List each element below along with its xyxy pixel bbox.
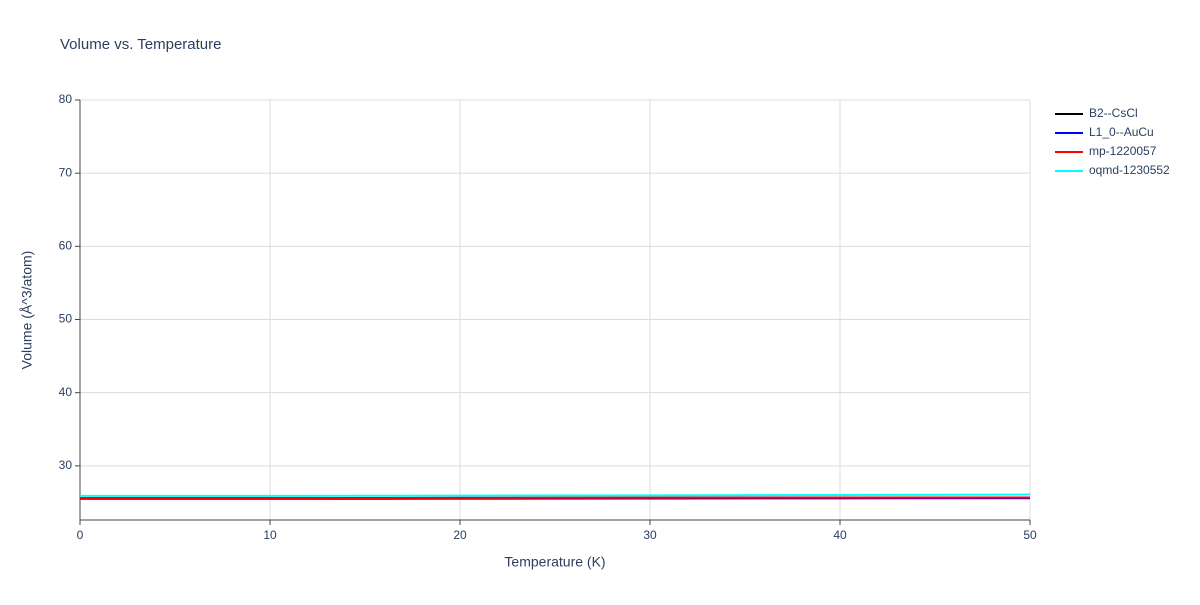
x-tick-label: 10	[263, 528, 277, 542]
y-axis-label: Volume (Å^3/atom)	[19, 251, 35, 370]
legend-label: mp-1220057	[1089, 144, 1157, 158]
chart-title: Volume vs. Temperature	[60, 36, 221, 53]
legend-label: L1_0--AuCu	[1089, 125, 1154, 139]
x-tick-label: 40	[833, 528, 847, 542]
x-tick-label: 0	[77, 528, 84, 542]
legend-label: oqmd-1230552	[1089, 163, 1170, 177]
x-tick-label: 20	[453, 528, 467, 542]
y-tick-label: 40	[59, 385, 73, 399]
x-tick-label: 30	[643, 528, 657, 542]
y-tick-label: 80	[59, 92, 73, 106]
y-tick-label: 30	[59, 458, 73, 472]
x-tick-label: 50	[1023, 528, 1037, 542]
data-line	[80, 496, 1031, 500]
y-tick-label: 60	[59, 239, 73, 253]
y-tick-label: 70	[59, 165, 73, 179]
legend-label: B2--CsCl	[1089, 106, 1138, 120]
y-tick-label: 50	[59, 312, 73, 326]
data-line	[80, 493, 1031, 497]
x-axis-label: Temperature (K)	[504, 554, 605, 570]
